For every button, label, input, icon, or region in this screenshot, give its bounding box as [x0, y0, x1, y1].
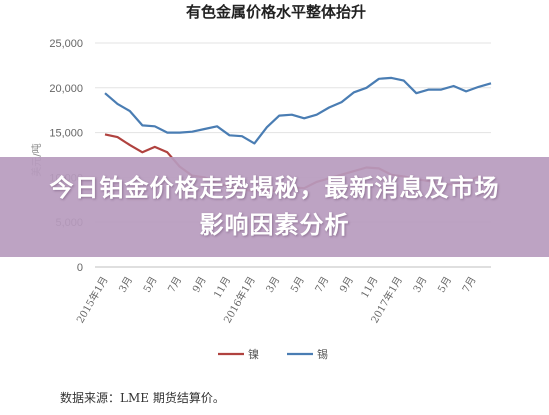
y-tick-label: 25,000: [49, 38, 83, 50]
x-tick-label: 3月: [264, 275, 283, 295]
x-tick-label: 3月: [411, 275, 430, 295]
headline-text: 今日铂金价格走势揭秘，最新消息及市场影响因素分析: [49, 174, 500, 239]
x-tick-label: 5月: [141, 275, 160, 295]
x-tick-label: 5月: [435, 275, 454, 295]
legend-label: 镍: [248, 347, 259, 361]
x-tick-label: 7月: [166, 275, 185, 295]
x-tick-label: 7月: [460, 275, 479, 295]
series-line-锡: [104, 76, 492, 145]
x-tick-label: 5月: [288, 275, 307, 295]
x-tick-label: 9月: [190, 275, 209, 295]
legend-label: 锡: [317, 347, 328, 361]
y-tick-label: 0: [77, 262, 83, 274]
x-tick-label: 9月: [337, 275, 356, 295]
chart-title: 有色金属价格水平整体抬升: [186, 3, 366, 21]
headline-banner: 今日铂金价格走势揭秘，最新消息及市场影响因素分析: [0, 157, 549, 257]
x-tick-label: 3月: [117, 275, 136, 295]
x-tick-label: 2015年1月: [73, 274, 110, 325]
y-tick-label: 20,000: [49, 83, 83, 95]
x-tick-label: 7月: [313, 275, 332, 295]
legend: 镍锡: [218, 347, 328, 361]
x-tick-label: 11月: [212, 275, 234, 301]
y-tick-label: 15,000: [49, 128, 83, 140]
source-note: 数据来源：LME 期货结算价。: [60, 390, 225, 405]
x-tick-label: 11月: [359, 275, 381, 301]
